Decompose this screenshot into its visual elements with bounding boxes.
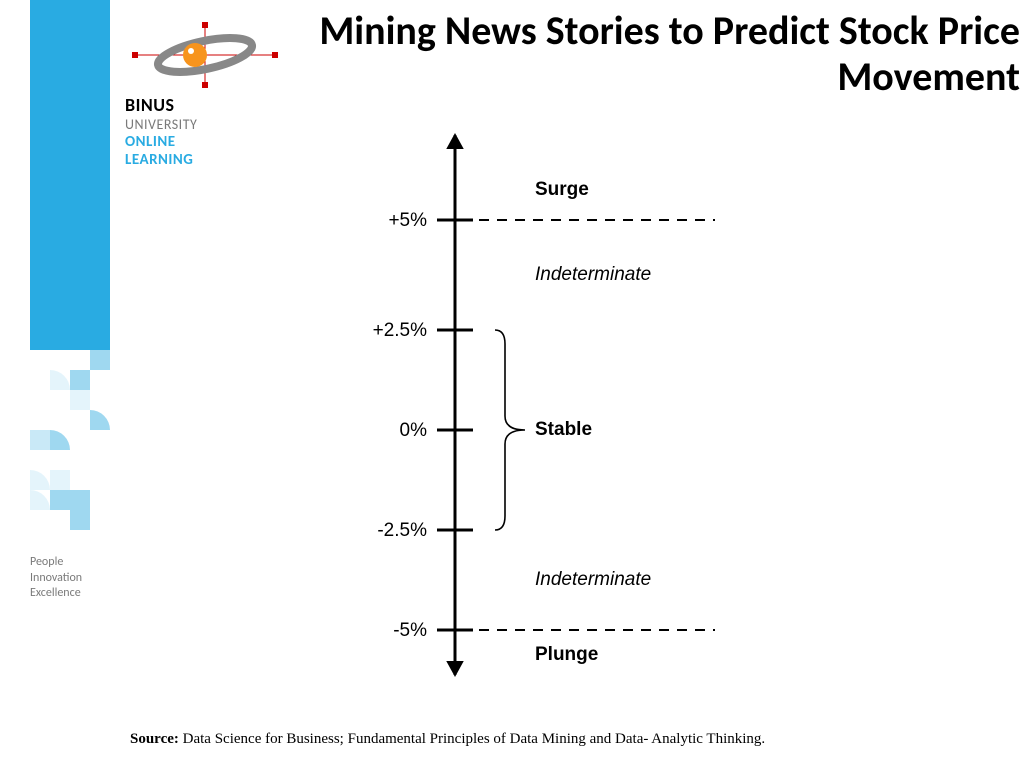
sidebar bbox=[30, 0, 110, 540]
svg-text:Stable: Stable bbox=[535, 419, 592, 440]
svg-text:Plunge: Plunge bbox=[535, 644, 598, 665]
page-title: Mining News Stories to Predict Stock Pri… bbox=[280, 8, 1020, 100]
svg-text:0%: 0% bbox=[400, 420, 428, 441]
svg-text:Indeterminate: Indeterminate bbox=[535, 264, 651, 285]
logo-graphic bbox=[125, 20, 285, 90]
source-text: Data Science for Business; Fundamental P… bbox=[179, 731, 765, 747]
logo-text: BINUS UNIVERSITY ONLINE LEARNING bbox=[125, 94, 305, 169]
svg-text:Indeterminate: Indeterminate bbox=[535, 569, 651, 590]
svg-text:+2.5%: +2.5% bbox=[373, 320, 428, 341]
svg-text:+5%: +5% bbox=[388, 210, 427, 231]
motto-line: Innovation bbox=[30, 571, 82, 587]
svg-text:-2.5%: -2.5% bbox=[377, 520, 427, 541]
logo-line4: LEARNING bbox=[125, 151, 305, 169]
motto-line: People bbox=[30, 555, 82, 571]
logo-line2: UNIVERSITY bbox=[125, 116, 305, 133]
sidebar-bar bbox=[30, 0, 110, 350]
svg-text:Surge: Surge bbox=[535, 179, 589, 200]
scale-diagram: +5% +2.5% 0% -2.5% -5% Surge Indeterminate Stab… bbox=[335, 115, 755, 695]
logo: BINUS UNIVERSITY ONLINE LEARNING bbox=[125, 20, 305, 169]
logo-line1: BINUS bbox=[125, 94, 305, 116]
svg-text:-5%: -5% bbox=[393, 620, 427, 641]
motto: People Innovation Excellence bbox=[30, 555, 82, 602]
source-label: Source: bbox=[130, 731, 179, 747]
motto-line: Excellence bbox=[30, 586, 82, 602]
source-citation: Source: Data Science for Business; Funda… bbox=[130, 731, 765, 748]
sidebar-pattern bbox=[30, 350, 110, 540]
logo-line3: ONLINE bbox=[125, 133, 305, 151]
